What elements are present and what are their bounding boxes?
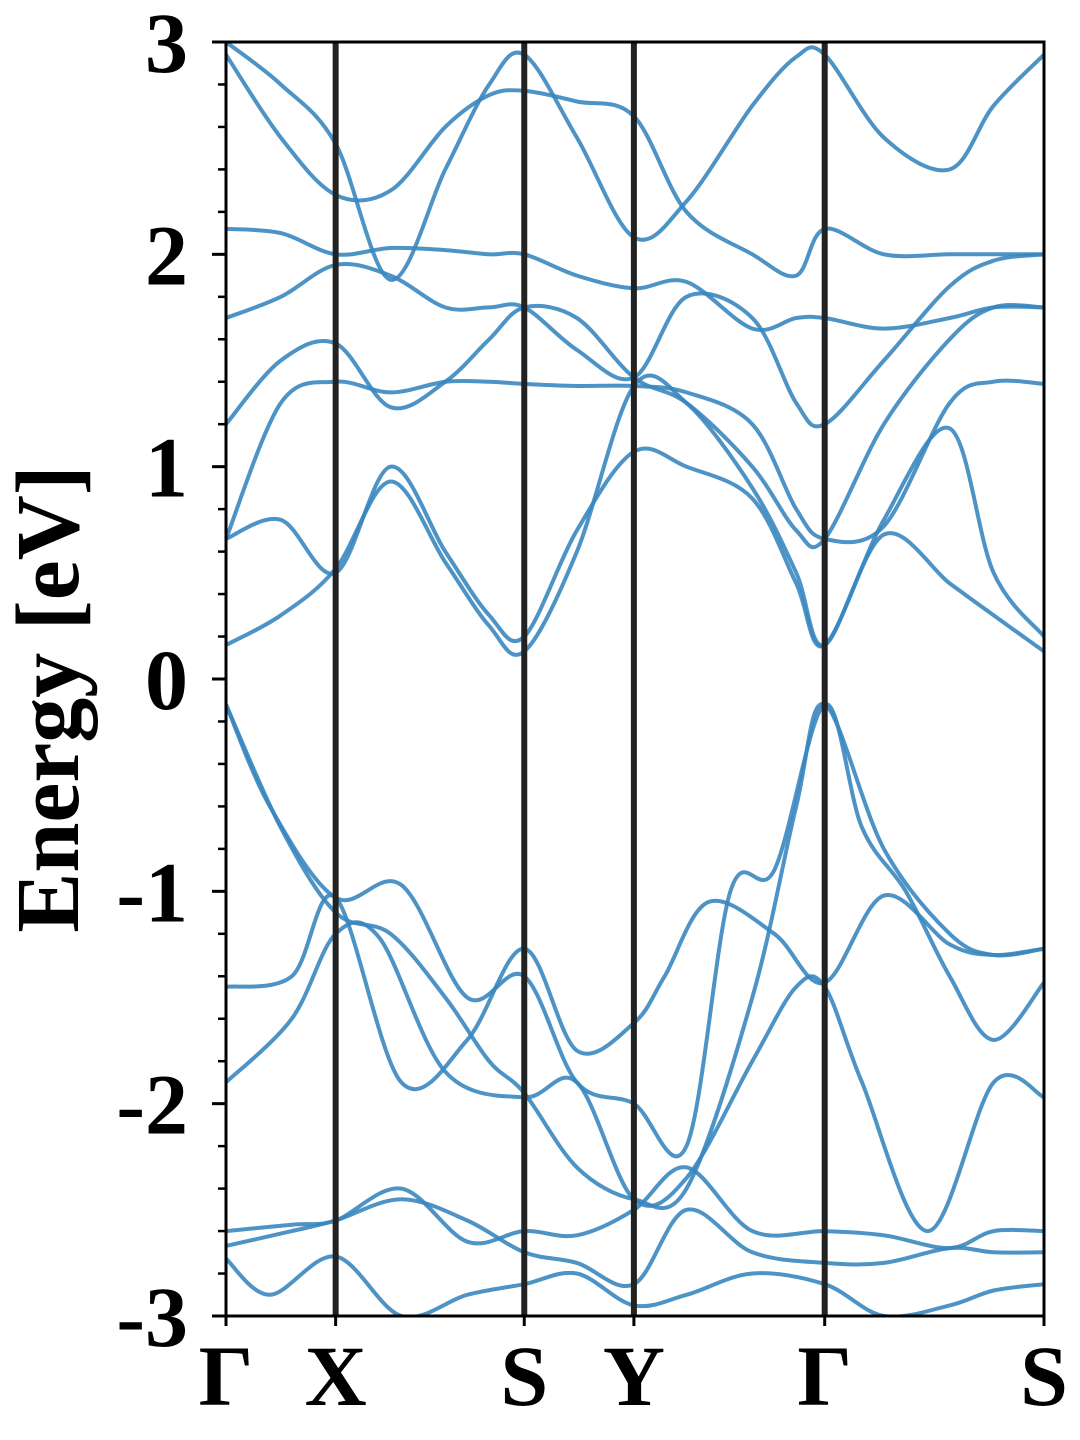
high-symmetry-lines <box>332 42 828 1316</box>
y-tick-label: 1 <box>145 420 188 516</box>
y-tick-label: -1 <box>116 844 188 940</box>
y-tick-label: 0 <box>145 632 188 728</box>
band-line-15 <box>226 42 1044 282</box>
x-tick-label: Γ <box>199 1328 254 1424</box>
x-tick-label: S <box>500 1328 548 1424</box>
band-line-2 <box>226 702 1044 1158</box>
y-tick-label: 3 <box>145 0 188 91</box>
x-tick-label: X <box>305 1328 367 1424</box>
x-tick-label: Y <box>603 1328 665 1424</box>
y-tick-label: 2 <box>145 207 188 303</box>
y-tick-label: -2 <box>116 1057 188 1153</box>
x-tick-label: Γ <box>797 1328 852 1424</box>
y-axis-ticks: -3 -2 -1 0 1 2 3 <box>116 0 226 1365</box>
band-line-13 <box>226 226 1044 332</box>
x-tick-label: S <box>1020 1328 1068 1424</box>
band-line-1 <box>226 702 1044 1210</box>
band-line-4 <box>226 920 1044 1234</box>
y-tick-label: -3 <box>116 1269 188 1365</box>
y-axis-label: Energy [eV] <box>0 465 98 932</box>
